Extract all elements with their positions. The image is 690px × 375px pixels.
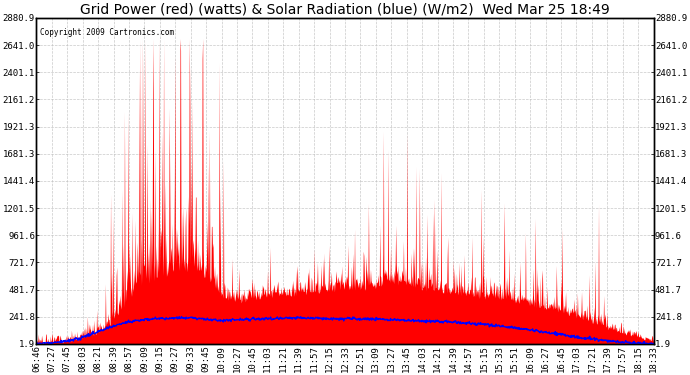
Title: Grid Power (red) (watts) & Solar Radiation (blue) (W/m2)  Wed Mar 25 18:49: Grid Power (red) (watts) & Solar Radiati… — [80, 3, 610, 17]
Text: Copyright 2009 Cartronics.com: Copyright 2009 Cartronics.com — [39, 28, 174, 37]
